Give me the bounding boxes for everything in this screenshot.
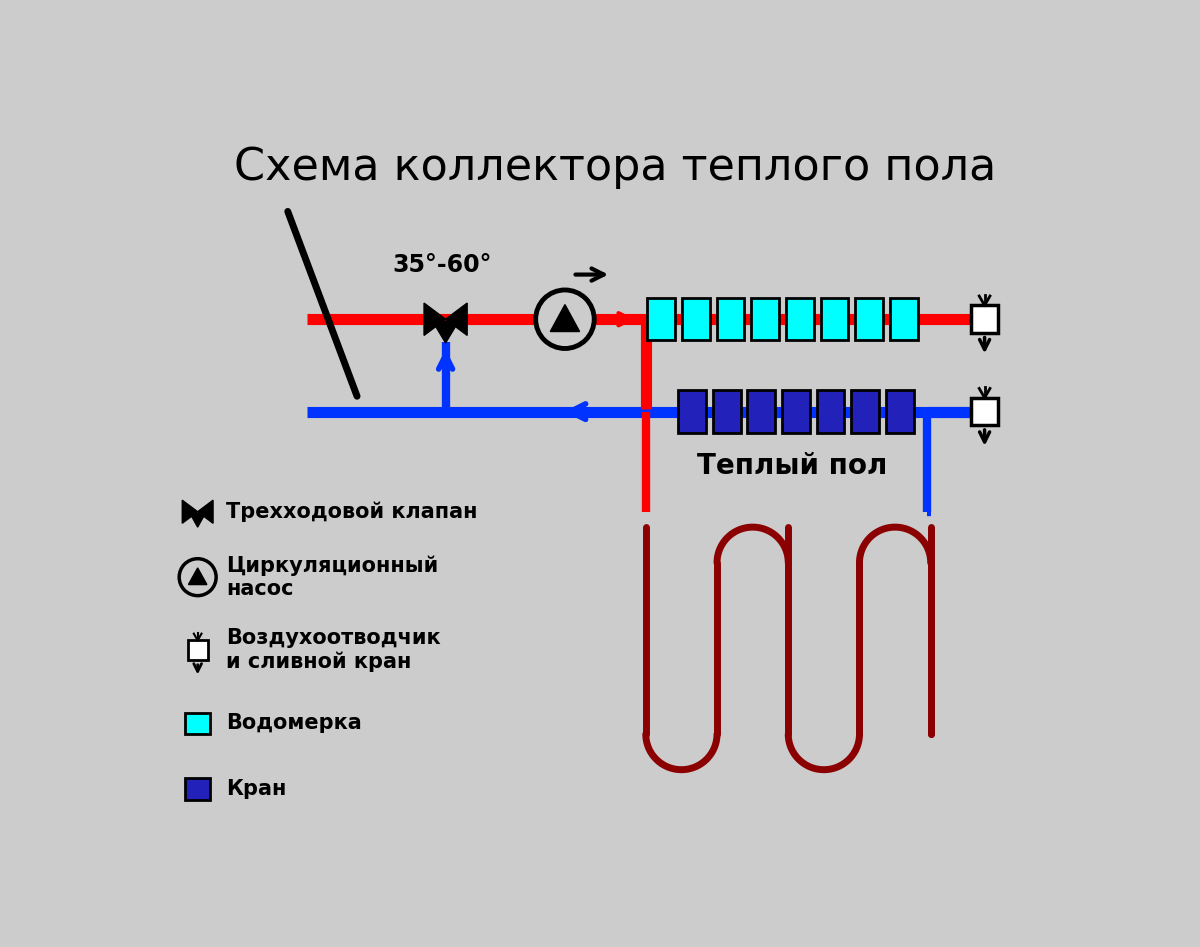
- Bar: [856, 298, 883, 340]
- Bar: [185, 778, 210, 799]
- Bar: [748, 390, 775, 433]
- Bar: [890, 298, 918, 340]
- Text: Циркуляционный
насос: Циркуляционный насос: [226, 555, 438, 599]
- Bar: [782, 390, 810, 433]
- Bar: [786, 298, 814, 340]
- Polygon shape: [198, 500, 214, 524]
- Polygon shape: [445, 303, 467, 335]
- Bar: [187, 640, 208, 660]
- Polygon shape: [424, 303, 445, 335]
- Text: Схема коллектора теплого пола: Схема коллектора теплого пола: [234, 146, 996, 189]
- Polygon shape: [182, 500, 198, 524]
- Text: Водомерка: Водомерка: [226, 713, 362, 734]
- Circle shape: [535, 290, 594, 348]
- Bar: [821, 298, 848, 340]
- Bar: [971, 398, 998, 425]
- Bar: [713, 390, 740, 433]
- Text: Кран: Кран: [226, 779, 287, 799]
- Bar: [817, 390, 845, 433]
- Text: Воздухоотводчик
и сливной кран: Воздухоотводчик и сливной кран: [226, 629, 440, 672]
- Bar: [886, 390, 913, 433]
- Text: 35°-60°: 35°-60°: [392, 253, 492, 277]
- Bar: [647, 298, 676, 340]
- Bar: [751, 298, 779, 340]
- Bar: [678, 390, 706, 433]
- Bar: [971, 305, 998, 333]
- Bar: [682, 298, 709, 340]
- Bar: [185, 713, 210, 734]
- Bar: [716, 298, 744, 340]
- Text: Теплый пол: Теплый пол: [697, 452, 887, 479]
- Polygon shape: [551, 305, 580, 331]
- Circle shape: [179, 559, 216, 596]
- Polygon shape: [190, 513, 205, 527]
- Bar: [851, 390, 880, 433]
- Polygon shape: [433, 321, 458, 343]
- Polygon shape: [188, 568, 206, 584]
- Text: Трехходовой клапан: Трехходовой клапан: [226, 502, 478, 522]
